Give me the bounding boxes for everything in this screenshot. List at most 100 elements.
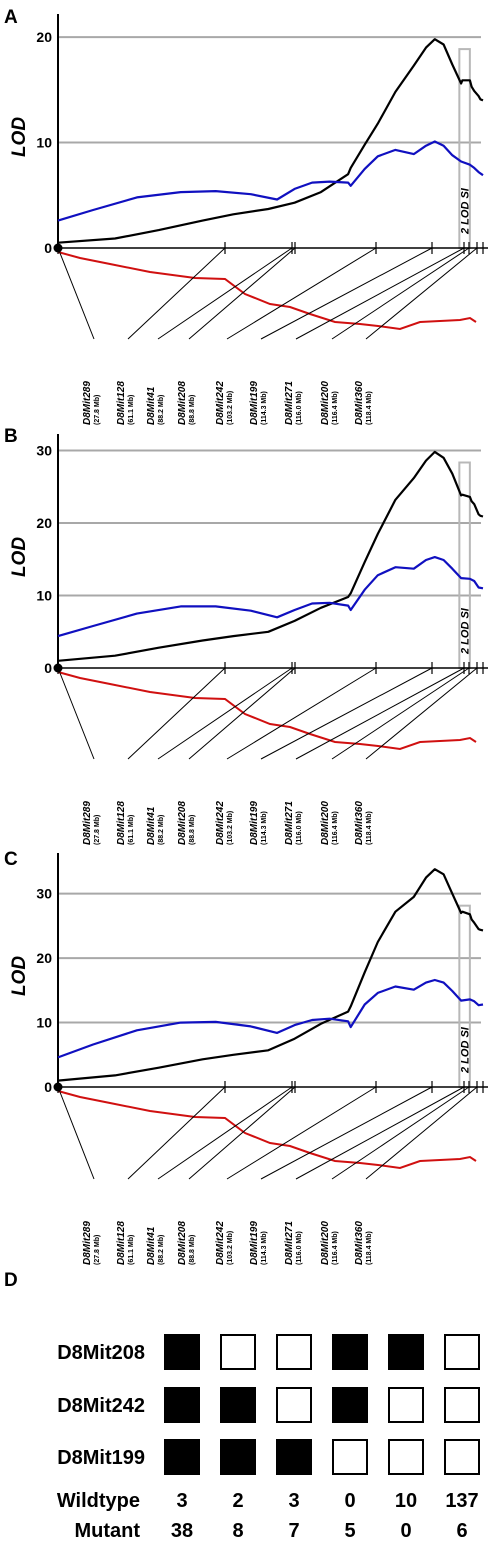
y-axis-label: LOD (9, 956, 30, 996)
haplotype-cell-empty (444, 1387, 480, 1423)
marker-position: (118.4 Mb) (366, 391, 373, 425)
marker-connector (365, 667, 478, 760)
marker-connector (226, 247, 377, 340)
haplotype-cell-filled (220, 1387, 256, 1423)
marker-name: D8Mit41 (146, 806, 157, 845)
marker-position: (103.2 Mb) (227, 1231, 234, 1265)
haplotype-cell-empty (276, 1334, 312, 1370)
marker-name: D8Mit271 (284, 801, 295, 845)
marker-name: D8Mit360 (354, 381, 365, 425)
marker-position: (61.1 Mb) (128, 1235, 135, 1265)
count-value: 10 (395, 1490, 417, 1512)
y-tick-label: 20 (36, 515, 52, 531)
haplotype-cell-filled (388, 1334, 424, 1370)
marker-name: D8Mit41 (146, 386, 157, 425)
marker-name: D8Mit200 (320, 801, 331, 845)
haplotype-cell-filled (220, 1439, 256, 1475)
haplotype-cell-empty (388, 1439, 424, 1475)
marker-position: (27.8 Mb) (94, 1235, 101, 1265)
lod-chart-a: 2 LOD SI 0 10 20 LOD D8Mit289 (27.8 Mb) D8Mit12… (9, 14, 488, 425)
haplotype-cell-filled (164, 1439, 200, 1475)
haplotype-cell-filled (332, 1387, 368, 1423)
haplotype-cell-empty (388, 1387, 424, 1423)
marker-connector (127, 667, 226, 760)
panel-letter-c: C (4, 849, 18, 870)
marker-connector (57, 247, 95, 340)
y-tick-label: 30 (36, 443, 52, 459)
marker-position: (88.8 Mb) (189, 1235, 196, 1265)
marker-position: (88.8 Mb) (189, 395, 196, 425)
panel-letter-d: D (4, 1270, 18, 1291)
marker-position: (88.2 Mb) (158, 815, 165, 845)
marker-position: (116.0 Mb) (296, 391, 303, 425)
count-value: 7 (288, 1520, 299, 1542)
marker-name: D8Mit199 (249, 801, 260, 845)
marker-name: D8Mit208 (177, 801, 188, 845)
count-value: 38 (171, 1520, 193, 1542)
marker-connector (260, 247, 433, 340)
marker-connector (331, 247, 470, 340)
marker-name: D8Mit242 (215, 801, 226, 845)
lod-curve-series-2 (57, 140, 484, 222)
y-tick-label: 20 (36, 29, 52, 45)
support-interval-label: 2 LOD SI (460, 187, 472, 235)
marker-connector (226, 1086, 377, 1180)
marker-connector (295, 247, 465, 340)
genetic-map-curve (57, 671, 477, 751)
marker-name: D8Mit199 (249, 1221, 260, 1265)
marker-name: D8Mit242 (215, 1221, 226, 1265)
marker-connector (331, 1086, 470, 1180)
marker-position: (114.3 Mb) (261, 391, 268, 425)
marker-name: D8Mit271 (284, 381, 295, 425)
lod-curve-series-1 (57, 38, 484, 244)
y-axis-label: LOD (9, 537, 30, 577)
marker-connector (295, 1086, 465, 1180)
haplotype-cell-empty (220, 1334, 256, 1370)
marker-position: (88.8 Mb) (189, 815, 196, 845)
haplotype-cell-filled (332, 1334, 368, 1370)
marker-connector (226, 667, 377, 760)
marker-name: D8Mit360 (354, 1221, 365, 1265)
count-row-label: Mutant (74, 1520, 140, 1542)
count-value: 3 (288, 1490, 299, 1512)
haplotype-table: D8Mit208 D8Mit242 D8Mit199 Wildtype 3 2 3 0 10 13… (57, 1334, 480, 1542)
marker-name: D8Mit242 (215, 381, 226, 425)
marker-name: D8Mit199 (249, 381, 260, 425)
y-tick-label: 10 (36, 588, 52, 604)
count-value: 8 (232, 1520, 243, 1542)
haplotype-cell-filled (276, 1439, 312, 1475)
haplotype-row-label: D8Mit199 (57, 1447, 145, 1469)
haplotype-cell-empty (444, 1439, 480, 1475)
count-value: 5 (344, 1520, 355, 1542)
haplotype-cell-empty (332, 1439, 368, 1475)
support-interval-label: 2 LOD SI (460, 607, 472, 655)
marker-position: (103.2 Mb) (227, 391, 234, 425)
count-value: 3 (176, 1490, 187, 1512)
y-tick-label: 0 (44, 1079, 52, 1095)
marker-connector (157, 667, 293, 760)
marker-connector (260, 667, 433, 760)
marker-name: D8Mit200 (320, 1221, 331, 1265)
genetic-map-curve (57, 251, 477, 331)
marker-position: (118.4 Mb) (366, 1231, 373, 1265)
haplotype-cell-filled (164, 1387, 200, 1423)
marker-name: D8Mit271 (284, 1221, 295, 1265)
marker-position: (27.8 Mb) (94, 395, 101, 425)
marker-name: D8Mit41 (146, 1226, 157, 1265)
marker-position: (116.4 Mb) (332, 1231, 339, 1265)
marker-name: D8Mit128 (116, 1221, 127, 1265)
marker-position: (27.8 Mb) (94, 815, 101, 845)
marker-position: (88.2 Mb) (158, 1235, 165, 1265)
marker-connector (295, 667, 465, 760)
y-axis-label: LOD (9, 117, 30, 157)
lod-chart-c: 2 LOD SI 0 10 20 30 LOD D8Mit289 (27.8 Mb) D8Mit… (9, 853, 488, 1265)
marker-connector (157, 1086, 293, 1180)
marker-position: (61.1 Mb) (128, 395, 135, 425)
marker-connector (57, 667, 95, 760)
y-tick-label: 20 (36, 950, 52, 966)
lod-chart-b: 2 LOD SI 0 10 20 30 LOD D8Mit289 (27.8 Mb) D8Mit… (9, 434, 488, 845)
genetic-map-curve (57, 1090, 477, 1170)
y-tick-label: 10 (36, 1015, 52, 1031)
lod-curve-series-1 (57, 868, 484, 1082)
marker-position: (116.4 Mb) (332, 391, 339, 425)
